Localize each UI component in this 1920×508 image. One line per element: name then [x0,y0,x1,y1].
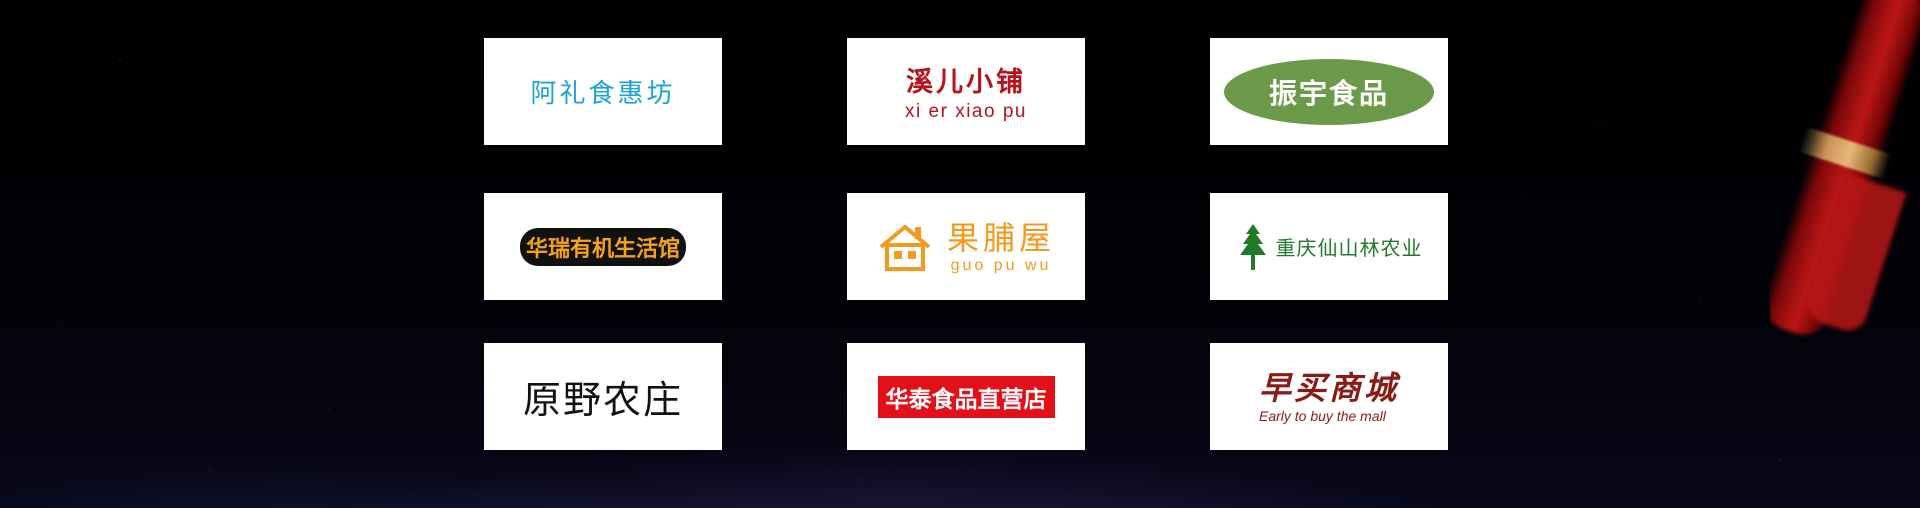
brand-card-zhenyu[interactable]: 振宇食品 [1210,38,1448,145]
brand-logo: 重庆仙山林农业 [1236,222,1423,272]
brand-card-yuanye[interactable]: 原野农庄 [484,343,722,450]
brand-card-ali[interactable]: 阿礼食惠坊 [484,38,722,145]
brand-logo: 早买商城 Early to buy the mall [1259,370,1399,424]
brand-logo-text: 果脯屋 [946,218,1055,257]
brand-logo-text: 华泰食品直营店 [877,375,1055,418]
brand-logo-text: 华瑞有机生活馆 [525,236,680,262]
brand-card-huatai[interactable]: 华泰食品直营店 [847,343,1085,450]
brand-logo: 华瑞有机生活馆 [519,227,686,266]
brand-logo-subtitle: guo pu wu [950,256,1052,274]
brand-logo-text: 溪儿小铺 [905,67,1026,98]
brand-card-zaomai[interactable]: 早买商城 Early to buy the mall [1210,343,1448,450]
brand-logo-text: 振宇食品 [1268,76,1389,110]
brand-card-xier[interactable]: 溪儿小铺 xi er xiao pu [847,38,1085,145]
brand-logo: 溪儿小铺 xi er xiao pu [905,60,1027,123]
house-icon [879,224,931,271]
brand-logo-text: 阿礼食惠坊 [530,79,676,109]
brand-logo-subtitle: Early to buy the mall [1258,407,1386,424]
tree-icon [1239,223,1266,270]
brand-card-chongqing[interactable]: 重庆仙山林农业 [1210,193,1448,300]
brand-logo-oval: 振宇食品 [1224,58,1434,125]
brand-logo-text-group: 果脯屋 guo pu wu [947,219,1055,275]
brand-logo-text: 早买商城 [1258,368,1399,407]
brand-logo-text: 重庆仙山林农业 [1275,236,1423,260]
brand-logo-text: 原野农庄 [522,378,683,422]
brand-card-huarui[interactable]: 华瑞有机生活馆 [484,193,722,300]
brand-logo: 果脯屋 guo pu wu [877,219,1055,275]
brand-logo-subtitle: xi er xiao pu [905,101,1027,122]
brand-card-guopuwu[interactable]: 果脯屋 guo pu wu [847,193,1085,300]
